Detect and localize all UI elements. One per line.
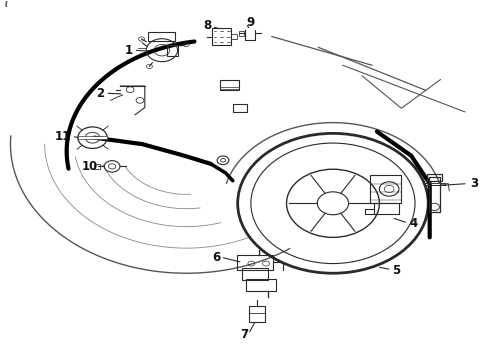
Bar	[167, 45, 177, 55]
Text: 5: 5	[392, 264, 401, 277]
Bar	[78, 136, 107, 139]
Bar	[249, 306, 265, 321]
Bar	[94, 163, 100, 169]
Bar	[246, 279, 276, 291]
Bar	[220, 80, 239, 90]
Text: 7: 7	[240, 328, 248, 341]
Text: 2: 2	[96, 87, 104, 100]
Text: 4: 4	[409, 217, 417, 230]
Text: 11: 11	[54, 130, 71, 143]
Text: 10: 10	[81, 160, 98, 173]
Bar	[374, 203, 399, 214]
Bar	[242, 268, 269, 280]
Bar	[237, 255, 273, 270]
Bar	[231, 34, 237, 40]
Text: 1: 1	[124, 44, 133, 57]
Bar	[148, 32, 175, 41]
Bar	[429, 177, 441, 212]
Bar	[233, 104, 247, 112]
Text: 6: 6	[212, 251, 220, 264]
Bar	[369, 175, 401, 203]
Text: 3: 3	[470, 177, 478, 190]
Text: 8: 8	[203, 19, 212, 32]
Bar	[212, 28, 231, 45]
Text: 9: 9	[246, 16, 254, 29]
Bar	[239, 31, 244, 36]
Bar	[427, 174, 442, 181]
